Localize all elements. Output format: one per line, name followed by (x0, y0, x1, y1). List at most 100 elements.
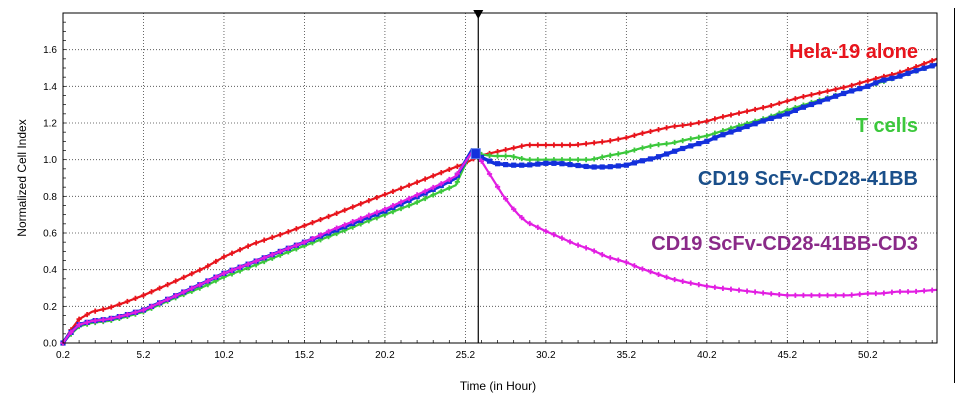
data-point (100, 317, 106, 323)
data-point (631, 160, 637, 166)
data-point (342, 222, 348, 228)
series-hela-19-alone (60, 57, 938, 346)
axis-ticks: 0.2 5.2 10.2 15.2 20.2 25.2 30.2 35.2 40.2 45.2 50… (43, 12, 933, 361)
data-point (503, 196, 509, 202)
data-point (913, 288, 919, 295)
data-point (607, 152, 613, 158)
data-point (808, 101, 815, 108)
data-point (583, 163, 589, 170)
data-point (527, 162, 533, 168)
data-point (591, 156, 597, 162)
data-point (776, 113, 782, 119)
data-point (406, 195, 412, 202)
data-point (849, 292, 855, 298)
data-point (808, 92, 815, 98)
data-point (873, 290, 879, 297)
data-point (245, 261, 251, 267)
y-tick-label: 1.4 (43, 82, 57, 93)
data-point (366, 212, 372, 218)
data-point (156, 285, 163, 291)
data-point (237, 264, 243, 270)
data-point (390, 188, 396, 195)
data-point (422, 188, 428, 194)
data-point (800, 94, 807, 100)
y-tick-label: 1.6 (43, 45, 57, 56)
data-point (197, 282, 203, 288)
data-point (736, 287, 742, 293)
data-point (92, 318, 98, 324)
series-cd19-scfv-cd28-41bb (60, 62, 938, 346)
x-tick-label: 25.2 (456, 350, 476, 361)
data-point (116, 301, 122, 307)
data-point (84, 319, 90, 325)
data-point (816, 99, 823, 105)
data-point (647, 128, 654, 135)
data-point (205, 278, 211, 284)
data-point (486, 152, 493, 159)
y-tick-label: 0.2 (43, 302, 57, 313)
data-point (414, 199, 420, 205)
data-point (800, 104, 807, 110)
data-point (494, 161, 501, 167)
data-point (744, 123, 750, 130)
data-point (849, 88, 855, 94)
grid (63, 12, 937, 343)
data-point (857, 80, 863, 86)
y-tick-label: 0.4 (43, 265, 57, 276)
data-point (639, 158, 646, 164)
data-point (688, 280, 694, 286)
data-point (567, 162, 573, 168)
data-point (784, 111, 790, 117)
x-tick-label: 35.2 (617, 350, 637, 361)
data-point (285, 245, 291, 251)
data-point (213, 274, 219, 280)
data-point (366, 198, 372, 204)
series-layer (60, 57, 938, 346)
data-point (519, 215, 525, 221)
data-point (511, 206, 517, 212)
data-point (173, 293, 179, 299)
data-point (720, 285, 726, 291)
data-point (221, 270, 227, 276)
data-point (511, 162, 517, 168)
marker-triangle-icon[interactable] (473, 10, 484, 19)
data-point (148, 303, 155, 310)
x-tick-label: 50.2 (858, 350, 878, 361)
data-point (607, 255, 613, 261)
data-point (704, 118, 710, 124)
y-tick-label: 0.8 (43, 192, 57, 203)
data-point (575, 162, 581, 169)
data-point (680, 138, 686, 144)
data-point (712, 116, 718, 122)
data-point (615, 151, 621, 157)
data-point (623, 135, 629, 141)
data-point (784, 98, 790, 104)
x-tick-label: 10.2 (214, 350, 234, 361)
data-point (760, 290, 766, 296)
data-point (519, 155, 525, 162)
data-point (503, 147, 509, 153)
data-point (712, 284, 718, 290)
data-point (776, 291, 782, 298)
data-point (519, 143, 525, 149)
data-point (156, 300, 163, 306)
data-point (655, 127, 662, 133)
data-point (631, 263, 637, 269)
treatment-marker[interactable] (470, 10, 484, 343)
data-point (647, 269, 654, 275)
data-point (446, 185, 452, 191)
data-point (929, 58, 935, 64)
data-point (615, 257, 621, 263)
data-point (414, 192, 420, 198)
data-point (124, 311, 130, 318)
data-point (905, 70, 911, 76)
data-point (503, 162, 509, 168)
data-point (277, 232, 283, 238)
data-point (873, 75, 879, 82)
series-cd19-scfv-cd28-41bb-cd3 (60, 150, 938, 346)
data-point (583, 245, 589, 251)
data-point (559, 161, 565, 167)
data-point (325, 213, 332, 220)
data-point (800, 292, 807, 298)
data-point (181, 289, 187, 295)
